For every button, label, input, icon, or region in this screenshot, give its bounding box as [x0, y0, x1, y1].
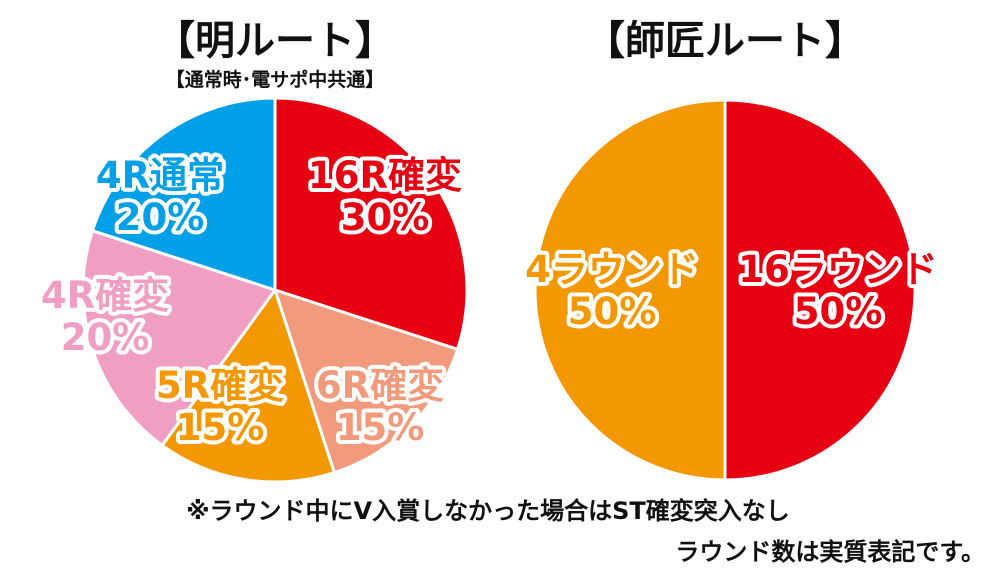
mei-route-slice-label-3-percent: 20%: [61, 316, 150, 359]
shisho-route-slice-label-0-name: 16ラウンド: [738, 248, 938, 291]
shisho-route-slice-0: [723, 98, 917, 482]
footnote-v-entry: ※ラウンド中にV入賞しなかった場合はST確変突入なし: [186, 497, 790, 525]
chart-title-shisho-route: 【師匠ルート】: [585, 18, 865, 64]
mei-route-slice-label-1-name: 6R確変: [316, 364, 444, 407]
footnote-round-count: ラウンド数は実質表記です。: [675, 538, 985, 566]
mei-route-slice-4: [90, 96, 277, 293]
mei-route-slice-label-2-percent: 15%: [176, 406, 265, 449]
mei-route-slice-label-4-name: 4R通常: [96, 154, 224, 197]
pie-labels-shisho-route: 16ラウンド 50%4ラウンド 50%: [521, 244, 942, 337]
pie-chart-shisho-route: 【師匠ルート】 16ラウンド 50%4ラウンド 50%: [521, 18, 942, 482]
mei-route-slice-label-2-name: 5R確変: [156, 364, 284, 407]
mei-route-slice-label-0-percent: 30%: [341, 196, 430, 239]
mei-route-slice-label-4: 4R通常 20%: [96, 154, 224, 239]
mei-route-slice-0: [273, 96, 469, 352]
chart-title-mei-route: 【明ルート】: [155, 18, 395, 64]
pie-slices-mei-route: [81, 96, 469, 484]
shisho-route-slice-label-1-percent: 50%: [568, 290, 657, 333]
mei-route-slice-label-2: 5R確変 15%: [156, 364, 284, 449]
mei-route-slice-label-4-percent: 20%: [116, 196, 205, 239]
shisho-route-slice-label-1: 4ラウンド 50%: [525, 248, 699, 333]
mei-route-slice-label-3-name: 4R確変: [41, 274, 169, 317]
shisho-route-slice-label-1-name: 4ラウンド: [525, 248, 699, 291]
pie-chart-mei-route: 【明ルート】 【通常時･電サポ中共通】 16R確変 30%6R確変 15%5R確変 1…: [37, 18, 469, 484]
mei-route-slice-label-1-percent: 15%: [336, 406, 425, 449]
mei-route-slice-label-0-name: 16R確変: [308, 154, 462, 197]
pie-slices-shisho-route: [533, 98, 917, 482]
pie-labels-mei-route: 16R確変 30%6R確変 15%5R確変 15%4R確変 20%4R通常 20%: [37, 150, 466, 453]
mei-route-slice-2: [160, 286, 337, 484]
shisho-route-slice-label-0-percent: 50%: [794, 290, 883, 333]
mei-route-slice-label-3: 4R確変 20%: [41, 274, 169, 359]
shisho-route-slice-label-0: 16ラウンド 50%: [738, 248, 938, 333]
mei-route-slice-label-0: 16R確変 30%: [308, 154, 462, 239]
chart-subtitle-mei-route: 【通常時･電サポ中共通】: [166, 68, 385, 91]
mei-route-slice-3: [81, 228, 278, 448]
mei-route-slice-label-1: 6R確変 15%: [316, 364, 444, 449]
shisho-route-slice-1: [533, 98, 727, 482]
